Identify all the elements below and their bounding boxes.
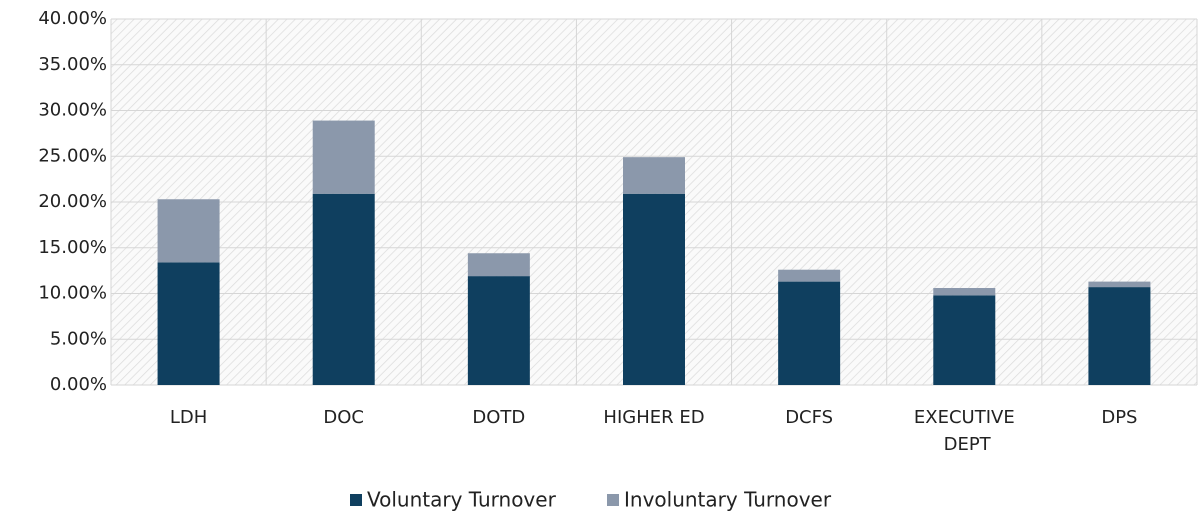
y-tick-label: 35.00% xyxy=(38,54,107,75)
y-tick-label: 15.00% xyxy=(38,237,107,258)
bar-segment xyxy=(312,193,375,385)
legend-swatch xyxy=(350,494,362,506)
x-tick-label: DCFS xyxy=(785,407,833,428)
y-tick-label: 20.00% xyxy=(38,191,107,212)
legend-label: Voluntary Turnover xyxy=(367,488,557,512)
bar-segment xyxy=(1088,287,1151,385)
bar-segment xyxy=(1088,281,1151,288)
y-tick-label: 10.00% xyxy=(38,283,107,304)
bar-segment xyxy=(157,199,220,263)
y-tick-label: 30.00% xyxy=(38,100,107,121)
bar-segment xyxy=(157,262,220,385)
y-tick-label: 25.00% xyxy=(38,145,107,166)
bar-segment xyxy=(933,295,996,385)
bar-segment xyxy=(467,253,530,277)
y-tick-label: 0.00% xyxy=(50,374,107,395)
legend-label: Involuntary Turnover xyxy=(624,488,832,512)
bar-segment xyxy=(623,193,685,385)
bar-segment xyxy=(778,281,841,385)
x-tick-label: LDH xyxy=(170,407,207,428)
x-tick-label: DPS xyxy=(1101,407,1137,428)
legend-swatch xyxy=(607,494,619,506)
x-tick-label: EXECUTIVE DEPT xyxy=(914,407,1015,455)
bar-segment xyxy=(778,269,841,282)
bar-segment xyxy=(623,157,685,194)
bar-segment xyxy=(467,276,530,385)
y-tick-label: 40.00% xyxy=(38,8,107,29)
x-tick-label: DOC xyxy=(323,407,364,428)
bar-segment xyxy=(312,120,375,194)
y-tick-label: 5.00% xyxy=(50,328,107,349)
x-tick-label: HIGHER ED xyxy=(603,407,704,428)
x-tick-label: DOTD xyxy=(472,407,525,428)
bar-segment xyxy=(933,288,996,296)
